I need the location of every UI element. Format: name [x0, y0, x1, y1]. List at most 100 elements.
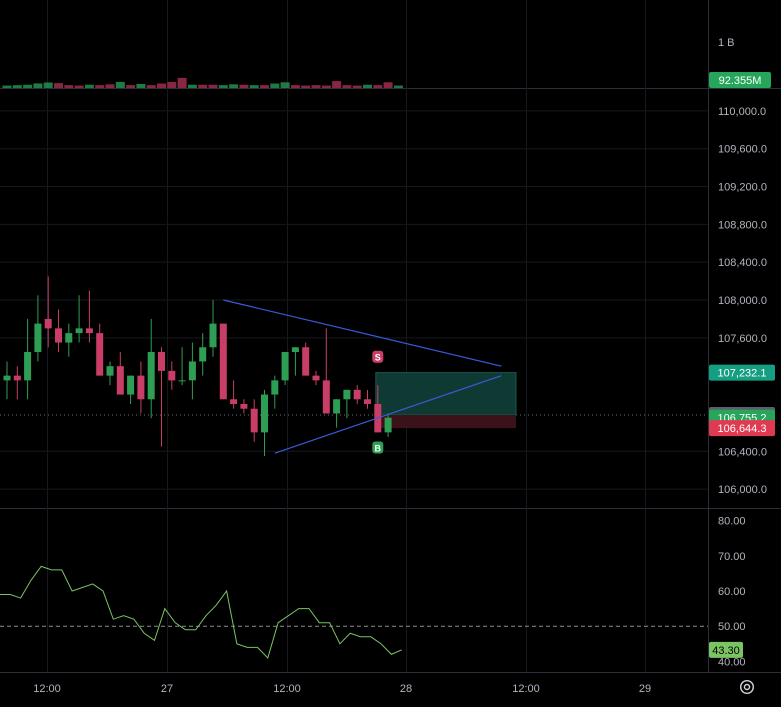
volume-bar — [115, 81, 125, 88]
candlestick-series — [3, 276, 392, 456]
volume-bar — [280, 82, 290, 88]
price-badge-label: 106,644.3 — [718, 423, 767, 435]
candle-body — [34, 323, 42, 352]
candle-body — [106, 366, 114, 376]
time-label: 29 — [639, 683, 651, 695]
volume-bar — [95, 85, 105, 88]
candle-body — [240, 404, 248, 409]
volume-bar — [198, 84, 208, 88]
candle-body — [158, 352, 165, 371]
price-tick-label: 110,000.0 — [718, 106, 766, 118]
candle-body — [3, 375, 11, 381]
volume-bar — [126, 85, 136, 88]
volume-bar — [105, 84, 115, 88]
candle-body — [209, 323, 217, 348]
candle-body — [322, 380, 330, 414]
volume-bar — [167, 81, 177, 88]
volume-bar — [311, 85, 321, 88]
signal-marker-letter: S — [375, 353, 381, 363]
volume-panel — [2, 77, 403, 88]
price-tick-label: 108,000.0 — [718, 295, 767, 307]
volume-bar — [290, 85, 300, 88]
time-label: 12:00 — [273, 683, 301, 695]
volume-bar — [332, 81, 342, 88]
price-badge — [709, 364, 775, 381]
candle-body — [353, 389, 361, 400]
volume-bar — [54, 83, 63, 88]
volume-bar — [84, 84, 94, 88]
signal-marker-letter: B — [375, 443, 382, 453]
volume-bar — [43, 82, 53, 88]
candle-body — [116, 366, 124, 395]
indicator-tick-label: 60.00 — [718, 586, 746, 598]
candle-body — [85, 328, 93, 334]
chart-grid — [0, 0, 781, 673]
volume-bar — [23, 84, 33, 88]
candle-body — [178, 380, 186, 382]
triangle-upper-line — [223, 299, 502, 367]
volume-bar — [260, 85, 269, 88]
volume-tick-label: 1 B — [718, 37, 735, 49]
time-label: 28 — [400, 683, 412, 695]
candle-body — [55, 328, 62, 343]
candle-body — [44, 318, 52, 329]
volume-bar — [352, 85, 362, 88]
price-badge-label: 107,232.1 — [718, 368, 767, 380]
volume-bar — [146, 85, 156, 88]
volume-bar — [393, 85, 403, 88]
price-tick-label: 109,200.0 — [718, 182, 767, 194]
indicator-tick-label: 40.00 — [718, 656, 746, 668]
candle-body — [65, 333, 73, 343]
candle-body — [75, 328, 83, 334]
price-axis[interactable]: 110,000.0 109,600.0 109,200.0 108,800.0 108,… — [709, 37, 775, 668]
volume-bar — [218, 85, 228, 88]
volume-bar — [373, 85, 383, 88]
candle-body — [137, 375, 145, 400]
gear-icon[interactable] — [738, 678, 756, 696]
volume-bar — [239, 84, 249, 88]
volume-bar — [33, 83, 43, 88]
volume-bar — [187, 84, 197, 88]
candle-body — [384, 417, 392, 433]
volume-bar — [321, 85, 331, 88]
price-tick-label: 106,400.0 — [718, 446, 767, 458]
price-tick-label: 109,600.0 — [718, 144, 767, 156]
candle-body — [250, 408, 258, 433]
stop-zone — [375, 415, 516, 429]
price-tick-label: 107,600.0 — [718, 333, 767, 345]
volume-bar — [136, 83, 146, 88]
volume-bar — [2, 85, 12, 88]
long-position-box[interactable] — [375, 372, 517, 429]
signal-markers: SB — [372, 350, 384, 454]
candle-body — [96, 333, 104, 376]
triangle-pattern-drawing[interactable] — [223, 299, 502, 454]
volume-bar — [229, 84, 239, 88]
indicator-tick-label: 70.00 — [718, 551, 746, 563]
price-badge — [709, 420, 775, 437]
candle-body — [230, 399, 238, 404]
volume-bar — [342, 85, 352, 88]
price-tick-label: 106,000.0 — [718, 484, 767, 496]
time-axis[interactable]: 12:00 27 12:00 28 12:00 29 — [33, 683, 651, 695]
time-label: 12:00 — [512, 683, 540, 695]
volume-value-label: 92.355M — [719, 75, 762, 87]
price-tick-label: 108,800.0 — [718, 219, 767, 231]
time-label: 27 — [161, 683, 173, 695]
signal-marker-s — [372, 350, 384, 363]
volume-bar — [363, 84, 372, 88]
volume-bar — [177, 77, 187, 88]
candle-body — [168, 370, 176, 381]
indicator-value-label: 43.30 — [712, 645, 740, 657]
candle-body — [219, 323, 227, 400]
time-label: 12:00 — [33, 683, 61, 695]
indicator-value-badge — [709, 641, 743, 658]
candle-body — [312, 375, 320, 381]
volume-bar — [208, 84, 218, 88]
candle-body — [261, 394, 268, 433]
triangle-lower-line — [274, 375, 502, 454]
indicator-line — [0, 565, 402, 659]
candle-body — [199, 347, 207, 362]
candle-body — [291, 347, 299, 352]
indicator-tick-label: 80.00 — [718, 516, 746, 528]
